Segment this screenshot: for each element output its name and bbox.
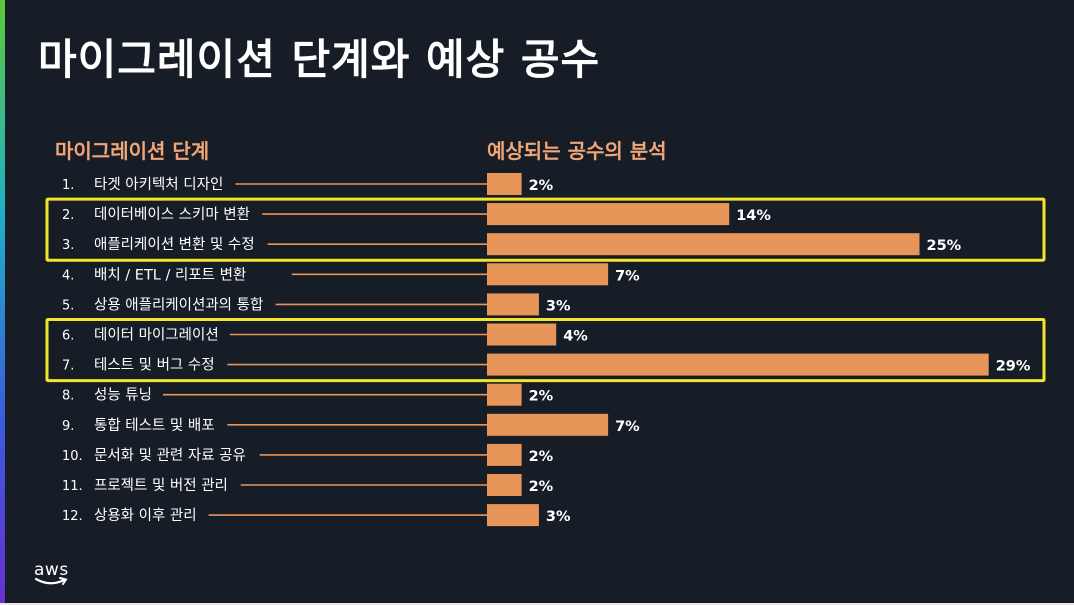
step-label: 통합 테스트 및 배포 xyxy=(94,417,215,434)
effort-bar xyxy=(487,323,557,346)
step-number: 8. xyxy=(62,389,74,404)
effort-bar xyxy=(487,443,522,466)
effort-value-label: 25% xyxy=(927,238,962,254)
effort-value-label: 2% xyxy=(529,178,554,194)
step-number: 7. xyxy=(62,359,74,374)
effort-value-label: 2% xyxy=(529,479,554,495)
effort-value-label: 7% xyxy=(615,268,640,284)
step-label: 배치 / ETL / 리포트 변환 xyxy=(94,266,246,283)
highlight-box xyxy=(45,318,1046,383)
effort-bar xyxy=(487,383,522,406)
effort-bar xyxy=(487,293,539,316)
effort-value-label: 2% xyxy=(529,389,554,405)
step-number: 4. xyxy=(62,268,74,283)
bottom-divider xyxy=(0,603,1074,605)
effort-bar xyxy=(487,353,989,376)
accent-bar xyxy=(0,0,5,605)
effort-bar xyxy=(487,263,609,286)
effort-bar xyxy=(487,173,522,195)
step-label: 데이터베이스 스키마 변환 xyxy=(94,206,250,223)
aws-smile-icon xyxy=(34,577,68,585)
highlight-box xyxy=(45,197,1046,262)
effort-value-label: 29% xyxy=(996,359,1031,375)
effort-column-header: 예상되는 공수의 분석 xyxy=(487,139,667,163)
step-number: 6. xyxy=(62,329,74,344)
effort-bar xyxy=(487,504,539,527)
aws-logo-text: aws xyxy=(34,560,69,580)
step-number: 9. xyxy=(62,419,74,434)
step-number: 1. xyxy=(62,178,74,193)
aws-logo: aws xyxy=(34,560,70,587)
step-number: 12. xyxy=(62,509,83,524)
step-number: 10. xyxy=(62,449,83,464)
effort-bar xyxy=(487,233,920,256)
page-title: 마이그레이션 단계와 예상 공수 xyxy=(38,35,601,84)
effort-bar-chart: 1. 타겟 아키텍처 디자인 2% 2. 데이터베이스 스키마 변환 14% 3. 애플리케이… xyxy=(45,173,1046,527)
step-number: 3. xyxy=(62,238,74,253)
step-label: 프로젝트 및 버전 관리 xyxy=(94,477,228,494)
effort-value-label: 4% xyxy=(563,329,588,345)
step-label: 성능 튜닝 xyxy=(94,387,152,404)
step-label: 상용 애플리케이션과의 통합 xyxy=(94,296,263,313)
step-number: 5. xyxy=(62,298,74,313)
step-label: 타겟 아키텍처 디자인 xyxy=(94,176,223,193)
effort-value-label: 3% xyxy=(546,298,571,314)
effort-bar xyxy=(487,474,522,496)
effort-value-label: 7% xyxy=(615,419,640,435)
step-label: 테스트 및 버그 수정 xyxy=(94,357,215,374)
step-label: 데이터 마이그레이션 xyxy=(94,327,219,344)
steps-column-header: 마이그레이션 단계 xyxy=(55,139,210,163)
effort-bar xyxy=(487,413,609,436)
step-number: 11. xyxy=(62,479,83,494)
effort-bar xyxy=(487,203,730,226)
step-number: 2. xyxy=(62,208,74,223)
effort-value-label: 14% xyxy=(736,208,771,224)
step-label: 문서화 및 관련 자료 공유 xyxy=(94,447,246,464)
step-label: 상용화 이후 관리 xyxy=(94,507,197,524)
effort-value-label: 2% xyxy=(529,449,554,465)
step-label: 애플리케이션 변환 및 수정 xyxy=(94,236,255,253)
effort-value-label: 3% xyxy=(546,509,571,525)
